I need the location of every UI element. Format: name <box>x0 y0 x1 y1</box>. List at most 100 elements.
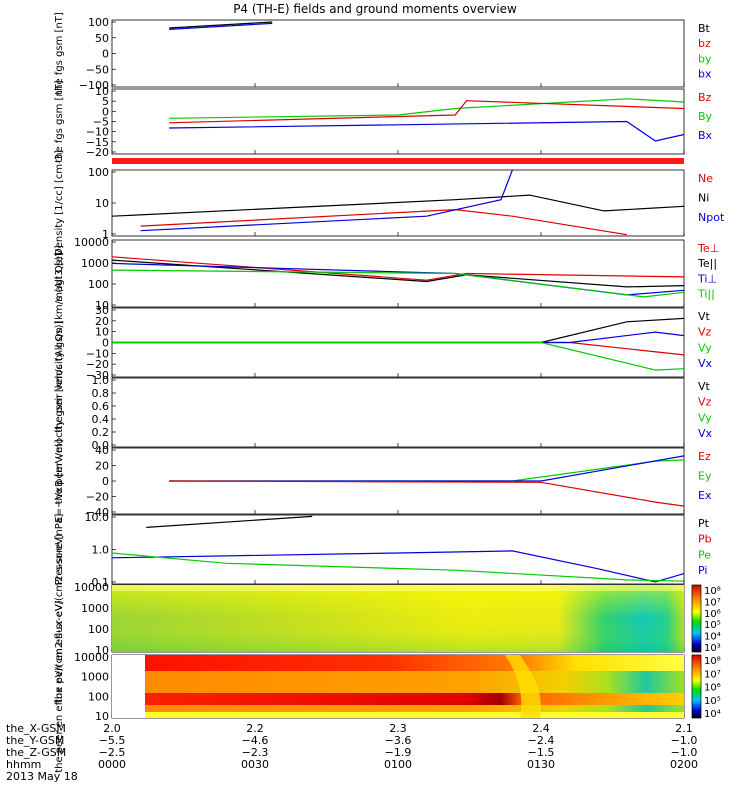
panel-frame <box>111 377 685 448</box>
footer-value: −1.5 <box>528 746 555 759</box>
y-axis-label: the peir velocity gsm [km/s (All Qs)] <box>54 252 65 433</box>
y-tick-label: 100 <box>88 166 109 179</box>
y-tick-label: −10 <box>86 347 109 360</box>
footer-value: 2.4 <box>532 722 550 735</box>
footer-value: −2.4 <box>528 734 555 747</box>
panel-temp: 10000 1000 100 10 magt3 [eV] Te⊥ Te|| Ti⊥ Ti|| <box>54 236 719 312</box>
legend-Npot: Npot <box>698 211 725 224</box>
trace-red <box>111 256 685 281</box>
y-tick-label: 0.2 <box>92 426 110 439</box>
footer-value: −3.6 <box>385 734 412 747</box>
trace-green <box>111 269 685 298</box>
y-tick-label: 10000 <box>74 236 109 249</box>
y-tick-label: 100 <box>88 278 109 291</box>
y-tick-label: 0.6 <box>92 400 110 413</box>
footer-value: −1.9 <box>385 746 412 759</box>
footer-value: 2.3 <box>389 722 407 735</box>
footer-label: the_Z-GSM <box>6 746 66 759</box>
colorbar-tick-label: 10⁵ <box>704 696 721 707</box>
y-tick-label: 1000 <box>81 602 109 615</box>
legend-Ey: Ey <box>698 469 712 482</box>
legend-Ni: Ni <box>698 191 709 204</box>
electron-colorbar <box>691 654 702 719</box>
plot-title: P4 (TH-E) fields and ground moments over… <box>233 2 517 16</box>
legend-Te⊥: Te⊥ <box>697 242 719 255</box>
y-tick-label: 40 <box>95 444 109 457</box>
colorbar-tick-label: 10⁶ <box>704 609 721 620</box>
trace-green <box>169 459 685 482</box>
colorbar-tick-label: 10⁵ <box>704 620 721 631</box>
y-tick-label: 1000 <box>81 257 109 270</box>
legend-Ti⊥: Ti⊥ <box>697 272 717 285</box>
colorbar-tick-label: 10⁷ <box>704 669 721 680</box>
legend-Pe: Pe <box>698 548 711 561</box>
trace-blue <box>169 120 685 142</box>
trace-red <box>169 480 685 507</box>
panel-density: 100 10 1 Density [1/cc] [cm-3] Ne Ni Npot <box>54 150 725 256</box>
y-axis-label: the peir en eflux eV/(cm2-s-sr-eV) <box>54 534 65 703</box>
y-tick-label: 0.0 <box>92 439 110 452</box>
legend-by: by <box>698 52 712 65</box>
trace-blue <box>111 550 685 583</box>
colorbar-tick-label: 10⁴ <box>704 709 721 720</box>
legend-Vy: Vy <box>698 341 712 354</box>
legend-Bz: Bz <box>698 91 712 104</box>
colorbar-tick-label: 10⁶ <box>704 683 721 694</box>
trace-green <box>111 552 685 582</box>
y-tick-label: 1 <box>102 228 109 241</box>
trace-green <box>169 98 685 119</box>
y-tick-label: 10 <box>95 644 109 657</box>
trace-black <box>146 515 313 528</box>
y-tick-label: −15 <box>86 136 109 149</box>
footer-label: hhmm <box>6 758 41 771</box>
legend-Vy: Vy <box>698 411 712 424</box>
y-tick-label: 0 <box>102 337 109 350</box>
footer-value: 2.2 <box>246 722 264 735</box>
y-tick-label: 1.0 <box>92 374 110 387</box>
legend-Ti||: Ti|| <box>697 288 715 301</box>
legend-Vt: Vt <box>698 380 711 393</box>
y-tick-label: −30 <box>86 369 109 382</box>
y-tick-label: 0 <box>102 105 109 118</box>
electron-spectrogram <box>112 655 684 718</box>
y-tick-label: −100 <box>79 79 109 92</box>
y-axis-label: magt3 [eV] <box>54 245 65 302</box>
footer-value: −2.5 <box>99 746 126 759</box>
y-tick-label: 100 <box>88 16 109 29</box>
footer-label: the_Y-GSM <box>6 734 64 747</box>
y-tick-label: 100 <box>88 623 109 636</box>
colorbar-tick-label: 10³ <box>704 643 721 654</box>
legend-Bt: Bt <box>698 22 711 35</box>
footer-value: 0100 <box>384 758 412 771</box>
legend-Bx: Bx <box>698 129 713 142</box>
panel-efield: 40 20 0 −20 −40 E=−VxB [mV/m] Ez Ey Ex <box>54 439 712 522</box>
y-tick-label: 10000 <box>74 651 109 664</box>
y-tick-label: 50 <box>95 32 109 45</box>
footer-value: 0030 <box>241 758 269 771</box>
y-tick-label: 5 <box>102 95 109 108</box>
trace-red <box>169 100 685 124</box>
legend-Ne: Ne <box>698 172 713 185</box>
y-tick-label: 0.4 <box>92 413 110 426</box>
legend-bz: bz <box>698 37 711 50</box>
y-tick-label: 10 <box>95 326 109 339</box>
panel-bt: 100 50 0 −50 −100 the fgs gsm [nT] Bt bz by bx <box>54 12 712 95</box>
ion-colorbar <box>691 584 702 653</box>
y-tick-label: 20 <box>95 460 109 473</box>
y-tick-label: 10 <box>95 299 109 312</box>
y-tick-label: −20 <box>86 358 109 371</box>
y-axis-label: the peer en eflux eV/(cm2-s-sr-eV) <box>54 600 65 773</box>
legend-Pt: Pt <box>698 517 710 530</box>
legend-Ez: Ez <box>698 450 711 463</box>
y-tick-label: 1000 <box>81 671 109 684</box>
y-tick-label: −20 <box>86 146 109 159</box>
legend-Pi: Pi <box>698 564 707 577</box>
footer-value: −1.0 <box>671 746 698 759</box>
panel-frame <box>111 19 685 88</box>
y-tick-label: −5 <box>93 116 109 129</box>
panel-pressure: 10.0 1.0 0.1 Pressure [nPa] Pt Pb Pe Pi <box>54 511 712 589</box>
trace-blue <box>112 331 685 344</box>
legend-bx: bx <box>698 68 712 81</box>
